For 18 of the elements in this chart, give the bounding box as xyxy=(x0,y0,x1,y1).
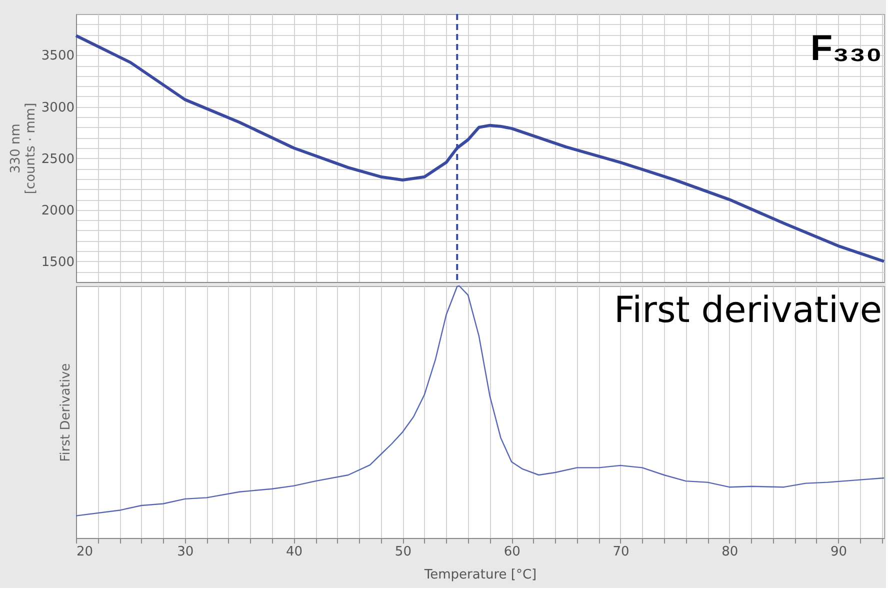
x-tick-label: 50 xyxy=(394,544,412,560)
y-axis-title: First Derivative xyxy=(58,363,74,462)
annotation: F₃₃₀ xyxy=(810,27,882,68)
x-tick-label: 90 xyxy=(830,544,848,560)
y-tick-label: 2000 xyxy=(41,203,74,218)
x-tick-label: 60 xyxy=(504,544,520,560)
x-tick-label: 70 xyxy=(612,544,630,560)
y-tick-label: 2500 xyxy=(41,152,74,167)
x-tick-label: 80 xyxy=(722,544,738,560)
x-axis-title: Temperature [°C] xyxy=(423,568,537,582)
x-tick-label: 20 xyxy=(76,544,94,560)
annotation: First derivative xyxy=(614,290,882,331)
y-tick-label: 1500 xyxy=(41,254,74,270)
x-tick-label: 30 xyxy=(177,544,194,560)
x-tick-label: 40 xyxy=(286,544,303,560)
y-tick-label: 3500 xyxy=(41,48,74,64)
y-tick-label: 3000 xyxy=(41,100,74,116)
y-axis-title: 330 nm [counts · mm] xyxy=(8,102,38,194)
